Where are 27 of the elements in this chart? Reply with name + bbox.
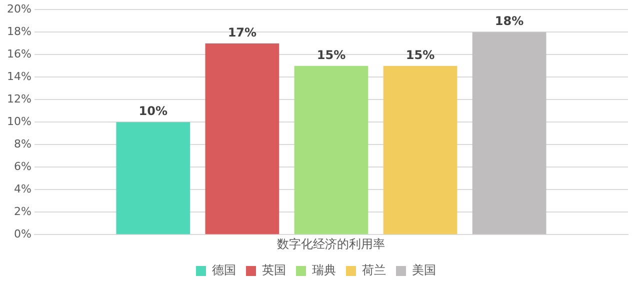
- bar: [294, 66, 368, 234]
- data-label: 18%: [494, 14, 524, 28]
- bar: [383, 66, 458, 234]
- y-tick-label: 6%: [14, 160, 32, 173]
- y-tick-label: 10%: [6, 114, 32, 128]
- legend-label: 德国: [212, 263, 236, 278]
- data-label: 15%: [316, 48, 346, 62]
- bar: [116, 122, 190, 234]
- bar: [472, 32, 546, 234]
- y-tick-label: 20%: [6, 2, 32, 16]
- bar: [205, 43, 280, 234]
- y-tick-label: 14%: [6, 70, 32, 83]
- x-tick-label: 数字化经济的利用率: [277, 236, 386, 251]
- y-tick-label: 4%: [14, 182, 32, 196]
- y-tick-label: 12%: [6, 92, 32, 106]
- legend-label: 瑞典: [312, 263, 336, 278]
- legend-label: 美国: [412, 263, 436, 278]
- y-tick-label: 2%: [14, 204, 32, 218]
- data-label: 17%: [228, 25, 257, 40]
- y-tick-label: 16%: [6, 47, 32, 60]
- data-label: 10%: [138, 104, 168, 118]
- y-tick-label: 0%: [14, 227, 32, 240]
- legend-label: 英国: [262, 263, 286, 278]
- y-tick-label: 8%: [14, 137, 32, 150]
- y-tick-label: 18%: [6, 24, 32, 38]
- legend-label: 荷兰: [362, 263, 386, 278]
- data-label: 15%: [406, 48, 435, 62]
